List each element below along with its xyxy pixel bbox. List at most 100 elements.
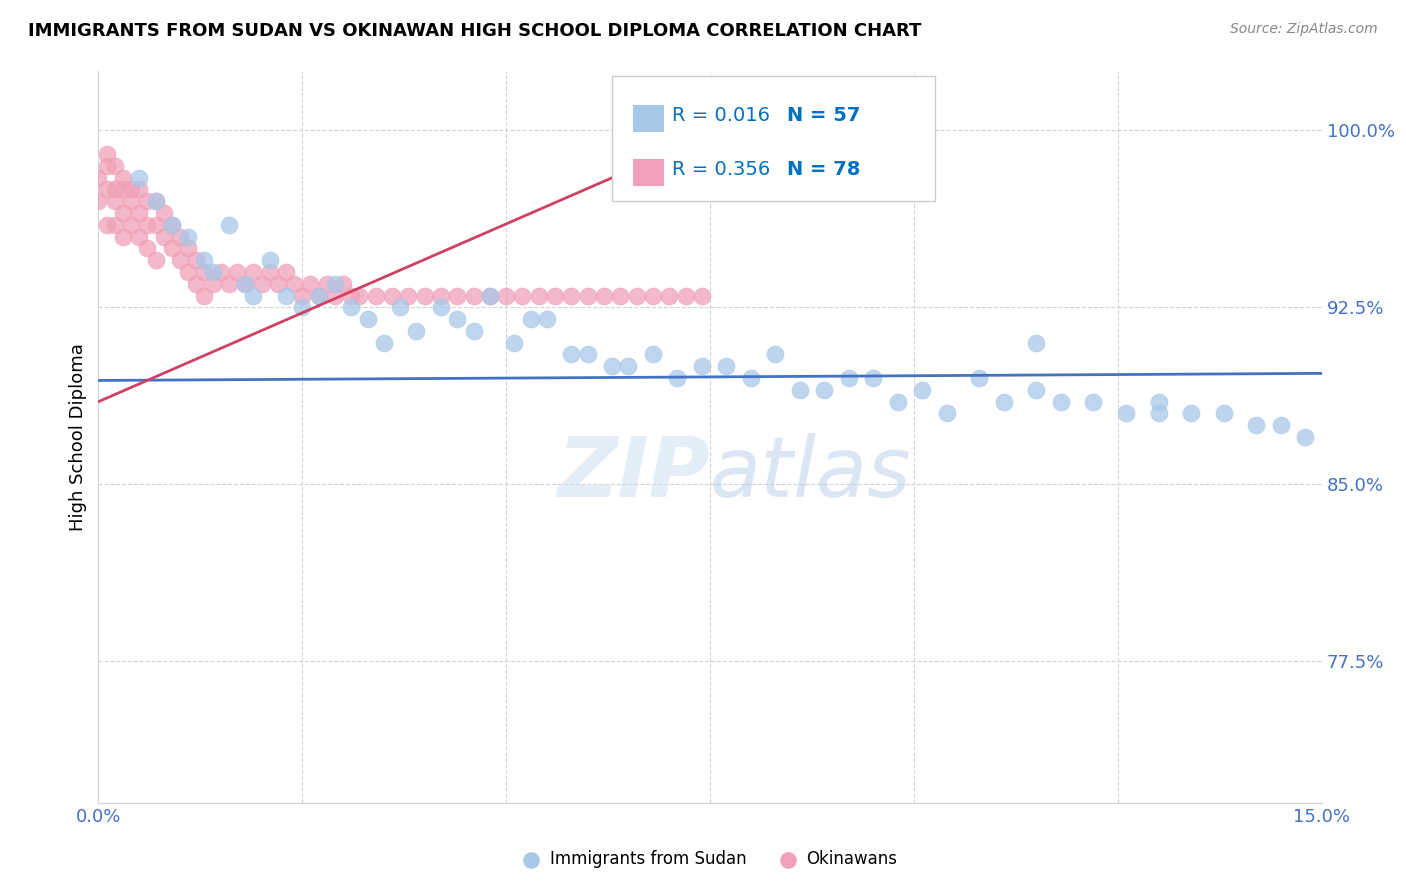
- Point: [96, 182, 118, 196]
- Point: [299, 277, 322, 291]
- Point: [136, 241, 159, 255]
- Point: [690, 288, 713, 302]
- Point: [152, 229, 174, 244]
- Point: [641, 288, 664, 302]
- Point: [96, 159, 118, 173]
- Point: [1246, 418, 1268, 433]
- Point: [145, 253, 167, 268]
- Point: [1049, 394, 1071, 409]
- Point: [886, 394, 908, 409]
- Point: [576, 288, 599, 302]
- Point: [544, 288, 567, 302]
- Point: [136, 218, 159, 232]
- Point: [789, 383, 811, 397]
- Point: [1212, 407, 1234, 421]
- Point: [104, 194, 127, 208]
- Point: [209, 265, 232, 279]
- Point: [967, 371, 990, 385]
- Point: [1147, 407, 1170, 421]
- Point: [862, 371, 884, 385]
- Point: [145, 194, 167, 208]
- Point: [430, 301, 453, 315]
- Point: [218, 277, 240, 291]
- Point: [519, 312, 541, 326]
- Point: [626, 288, 648, 302]
- Point: [1180, 407, 1202, 421]
- Text: R = 0.356: R = 0.356: [672, 160, 770, 179]
- Point: [111, 182, 134, 196]
- Point: [935, 407, 957, 421]
- Point: [430, 288, 453, 302]
- Point: [152, 206, 174, 220]
- Point: [233, 277, 256, 291]
- Point: [1270, 418, 1292, 433]
- Text: R = 0.016: R = 0.016: [672, 106, 770, 126]
- Point: [364, 288, 387, 302]
- Point: [201, 277, 224, 291]
- Point: [405, 324, 427, 338]
- Point: [1025, 335, 1047, 350]
- Point: [120, 194, 142, 208]
- Point: [120, 218, 142, 232]
- Point: [233, 277, 256, 291]
- Point: [716, 359, 738, 374]
- Point: [193, 288, 215, 302]
- Point: [389, 301, 412, 315]
- Legend: Immigrants from Sudan, Okinawans: Immigrants from Sudan, Okinawans: [516, 844, 904, 875]
- Point: [87, 170, 110, 185]
- Point: [315, 277, 337, 291]
- Point: [128, 170, 150, 185]
- Point: [160, 241, 183, 255]
- Point: [111, 229, 134, 244]
- Point: [356, 312, 378, 326]
- Point: [666, 371, 689, 385]
- Text: atlas: atlas: [710, 434, 911, 514]
- Text: Source: ZipAtlas.com: Source: ZipAtlas.com: [1230, 22, 1378, 37]
- Point: [160, 218, 183, 232]
- Point: [1147, 394, 1170, 409]
- Point: [536, 312, 558, 326]
- Point: [463, 324, 485, 338]
- Point: [381, 288, 404, 302]
- Point: [169, 229, 191, 244]
- Point: [104, 218, 127, 232]
- Point: [413, 288, 436, 302]
- Point: [763, 347, 786, 361]
- Point: [617, 359, 640, 374]
- Point: [308, 288, 330, 302]
- Point: [226, 265, 249, 279]
- Point: [177, 229, 200, 244]
- Point: [1025, 383, 1047, 397]
- Point: [446, 312, 468, 326]
- Point: [218, 218, 240, 232]
- Point: [111, 206, 134, 220]
- Point: [291, 288, 314, 302]
- Point: [576, 347, 599, 361]
- Point: [609, 288, 631, 302]
- Point: [838, 371, 860, 385]
- Point: [560, 288, 582, 302]
- Point: [323, 288, 346, 302]
- Point: [274, 265, 297, 279]
- Point: [512, 288, 534, 302]
- Point: [104, 159, 127, 173]
- Point: [177, 241, 200, 255]
- Point: [128, 229, 150, 244]
- Point: [201, 265, 224, 279]
- Text: IMMIGRANTS FROM SUDAN VS OKINAWAN HIGH SCHOOL DIPLOMA CORRELATION CHART: IMMIGRANTS FROM SUDAN VS OKINAWAN HIGH S…: [28, 22, 921, 40]
- Point: [527, 288, 550, 302]
- Point: [1083, 394, 1105, 409]
- Point: [193, 265, 215, 279]
- Point: [813, 383, 835, 397]
- Point: [87, 194, 110, 208]
- Point: [658, 288, 681, 302]
- Text: N = 57: N = 57: [787, 106, 860, 126]
- Point: [136, 194, 159, 208]
- Text: ZIP: ZIP: [557, 434, 710, 514]
- Point: [259, 253, 281, 268]
- Point: [177, 265, 200, 279]
- Point: [193, 253, 215, 268]
- Point: [373, 335, 395, 350]
- Point: [911, 383, 934, 397]
- Point: [1294, 430, 1316, 444]
